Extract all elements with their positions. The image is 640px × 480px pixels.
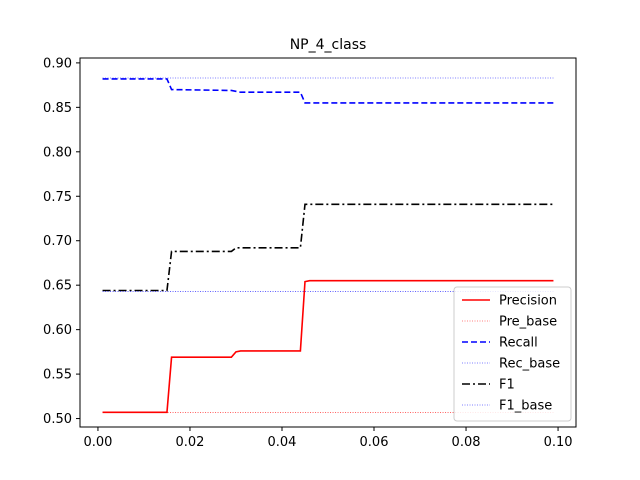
x-tick-label: 0.06 <box>360 435 389 450</box>
y-tick-label: 0.55 <box>43 368 72 383</box>
y-tick-label: 0.85 <box>43 101 72 116</box>
y-tick-label: 0.60 <box>43 323 72 338</box>
legend-label: Pre_base <box>499 315 557 330</box>
x-tick-label: 0.08 <box>452 435 481 450</box>
legend-label: F1_base <box>499 399 552 414</box>
plot-frame <box>79 57 577 428</box>
legend-label: Rec_base <box>499 357 560 372</box>
legend: Precision Pre_base Recall Rec_base F1 F1_base <box>453 286 572 422</box>
series-line-precision <box>102 279 554 414</box>
y-tick-label: 0.80 <box>43 145 72 160</box>
x-tick-label: 0.02 <box>175 435 204 450</box>
x-tick-label: 0.10 <box>544 435 573 450</box>
y-axis: 0.50 0.55 0.60 0.65 0.70 0.75 0.80 0.85 0.90 <box>43 56 80 427</box>
x-tick-label: 0.04 <box>268 435 297 450</box>
legend-box <box>453 286 572 422</box>
series-line-f1 <box>102 203 554 292</box>
legend-label: Recall <box>499 336 538 351</box>
legend-label: Precision <box>499 294 557 309</box>
legend-label: F1 <box>499 378 515 393</box>
y-tick-label: 0.75 <box>43 190 72 205</box>
x-axis: 0.00 0.02 0.04 0.06 0.08 0.10 <box>83 427 573 450</box>
series-line-recall <box>102 78 554 104</box>
chart-title: NP_4_class <box>290 37 367 53</box>
y-tick-label: 0.65 <box>43 279 72 294</box>
x-tick-label: 0.00 <box>83 435 112 450</box>
y-tick-label: 0.90 <box>43 56 72 71</box>
y-tick-label: 0.70 <box>43 234 72 249</box>
y-tick-label: 0.50 <box>43 412 72 427</box>
